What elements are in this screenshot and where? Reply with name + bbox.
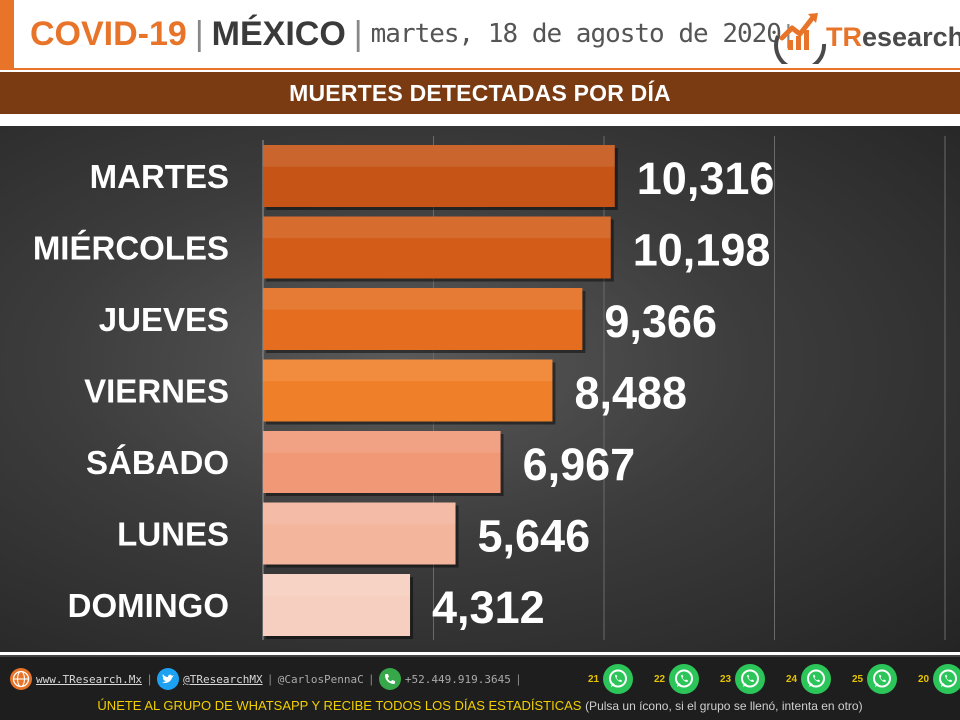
whatsapp-group-number: 22 bbox=[654, 673, 666, 685]
logo-text: TResearch bbox=[826, 22, 960, 52]
category-label: MARTES bbox=[90, 158, 229, 195]
whatsapp-cta-text: ÚNETE AL GRUPO DE WHATSAPP Y RECIBE TODO… bbox=[97, 698, 582, 713]
footer-pipe: | bbox=[369, 672, 373, 686]
whatsapp-group-number: 21 bbox=[588, 673, 600, 685]
category-label: SÁBADO bbox=[86, 444, 229, 481]
whatsapp-group-number: 25 bbox=[852, 673, 864, 685]
whatsapp-icon[interactable] bbox=[603, 664, 634, 694]
header-divider bbox=[0, 68, 960, 70]
bar-jueves bbox=[263, 288, 583, 350]
bar-domingo bbox=[263, 574, 411, 636]
whatsapp-group-number: 24 bbox=[786, 673, 798, 685]
bar-martes bbox=[263, 145, 615, 207]
twitter-bird-icon bbox=[157, 668, 180, 690]
category-label: MIÉRCOLES bbox=[33, 230, 229, 267]
whatsapp-group-button[interactable]: 20 bbox=[918, 663, 960, 695]
bar-miércoles bbox=[263, 216, 611, 279]
value-label: 10,316 bbox=[637, 153, 775, 204]
bar-chart-svg: MARTES 10,316 MIÉRCOLES 10,198 JUEVES 9,366 VI… bbox=[33, 136, 946, 640]
bar-highlight bbox=[263, 359, 553, 382]
header-covid-label: COVID-19 bbox=[30, 14, 187, 53]
whatsapp-group-button[interactable]: 21 bbox=[588, 663, 634, 695]
category-label: JUEVES bbox=[99, 301, 229, 338]
value-label: 9,366 bbox=[604, 296, 717, 347]
header-accent-bar bbox=[0, 0, 14, 68]
header-title: COVID-19 | MÉXICO | martes, 18 de agosto… bbox=[30, 12, 800, 56]
whatsapp-icon[interactable] bbox=[669, 664, 700, 694]
whatsapp-group-number: 23 bbox=[720, 673, 732, 685]
footer: www.TResearch.Mx | @TResearchMX | @Carlo… bbox=[0, 657, 960, 720]
twitter-link-secondary[interactable]: @CarlosPennaC bbox=[277, 672, 364, 686]
whatsapp-note-text: (Pulsa un ícono, si el grupo se llenó, i… bbox=[585, 699, 863, 713]
value-label: 10,198 bbox=[633, 225, 771, 276]
category-label: LUNES bbox=[117, 516, 229, 553]
header-separator: | bbox=[353, 14, 363, 53]
twitter-link[interactable]: @TResearchMX bbox=[183, 672, 263, 686]
whatsapp-group-button[interactable]: 23 bbox=[720, 663, 766, 695]
header-country: MÉXICO bbox=[211, 14, 346, 53]
bar-highlight bbox=[263, 145, 615, 167]
bar-highlight bbox=[263, 431, 501, 453]
value-label: 8,488 bbox=[574, 368, 687, 419]
value-label: 6,967 bbox=[523, 439, 636, 490]
bar-highlight bbox=[263, 502, 456, 525]
bar-highlight bbox=[263, 574, 411, 596]
whatsapp-group-button[interactable]: 25 bbox=[852, 663, 898, 695]
bar-viernes bbox=[263, 359, 553, 422]
bar-sábado bbox=[263, 431, 501, 493]
bar-lunes bbox=[263, 502, 456, 565]
value-label: 5,646 bbox=[478, 511, 591, 562]
whatsapp-icon[interactable] bbox=[801, 664, 832, 694]
footer-contacts: www.TResearch.Mx | @TResearchMX | @Carlo… bbox=[10, 663, 526, 695]
footer-pipe: | bbox=[516, 672, 521, 686]
whatsapp-group-button[interactable]: 24 bbox=[786, 663, 832, 695]
whatsapp-icon[interactable] bbox=[867, 664, 898, 694]
bar-chart: MARTES 10,316 MIÉRCOLES 10,198 JUEVES 9,366 VI… bbox=[0, 126, 960, 652]
chart-title-band: MUERTES DETECTADAS POR DÍA bbox=[0, 72, 960, 114]
header-date: martes, 18 de agosto de 2020 bbox=[370, 19, 782, 49]
header-separator: | bbox=[194, 14, 204, 53]
footer-cta: ÚNETE AL GRUPO DE WHATSAPP Y RECIBE TODO… bbox=[0, 698, 960, 713]
header: COVID-19 | MÉXICO | martes, 18 de agosto… bbox=[0, 0, 960, 68]
whatsapp-group-number: 20 bbox=[918, 673, 930, 685]
footer-pipe: | bbox=[268, 672, 272, 686]
bar-highlight bbox=[263, 216, 611, 239]
phone-number[interactable]: +52.449.919.3645 bbox=[404, 672, 511, 686]
category-label: DOMINGO bbox=[68, 587, 229, 624]
bar-highlight bbox=[263, 288, 583, 310]
footer-divider bbox=[0, 655, 960, 657]
category-label: VIERNES bbox=[84, 373, 229, 410]
footer-pipe: | bbox=[147, 672, 152, 686]
tresearch-logo-icon[interactable] bbox=[768, 4, 958, 64]
value-label: 4,312 bbox=[432, 582, 545, 633]
chart-title: MUERTES DETECTADAS POR DÍA bbox=[289, 79, 671, 106]
website-link[interactable]: www.TResearch.Mx bbox=[36, 672, 142, 686]
globe-icon bbox=[10, 668, 32, 690]
whatsapp-group-button[interactable]: 22 bbox=[654, 663, 700, 695]
whatsapp-icon[interactable] bbox=[933, 664, 960, 694]
phone-icon bbox=[378, 668, 401, 690]
whatsapp-icon[interactable] bbox=[735, 664, 766, 694]
